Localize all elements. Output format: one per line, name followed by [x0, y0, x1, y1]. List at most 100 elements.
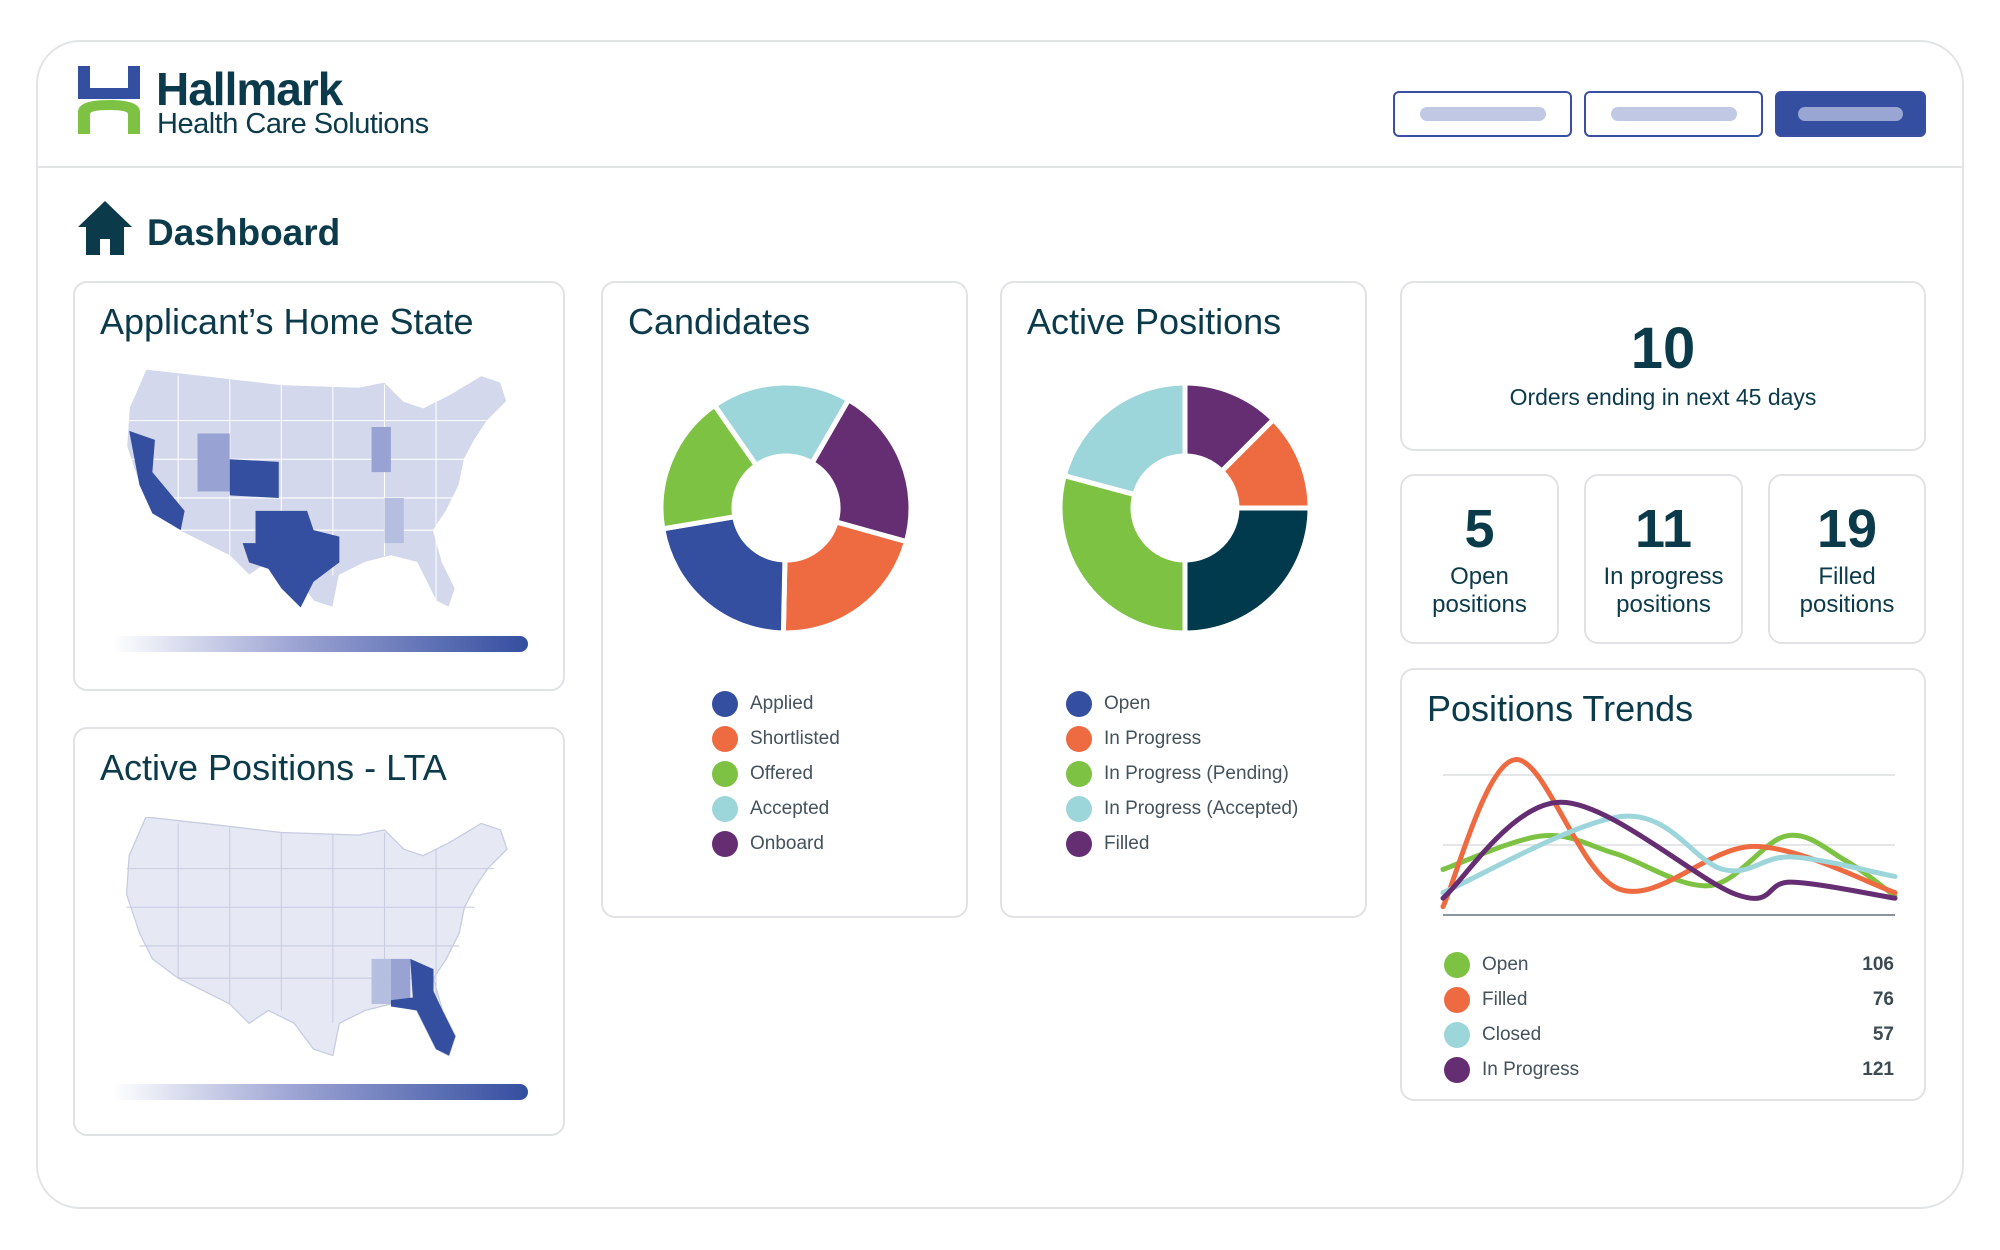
us-map-lta[interactable] — [125, 817, 515, 1062]
legend-item-applied: Applied — [712, 686, 840, 721]
home-state-card: Applicant’s Home State — [73, 281, 565, 691]
legend-label: In Progress — [1482, 1058, 1580, 1080]
legend-dot — [1444, 1021, 1470, 1048]
legend-item-in-progress: In Progress — [1066, 721, 1298, 756]
filled-positions-card[interactable]: 19 Filled positions — [1768, 474, 1926, 644]
legend-label: In Progress (Pending) — [1104, 762, 1289, 784]
donut-slice-onboard[interactable] — [808, 396, 914, 545]
positions-trends-card: Positions Trends Open 106 Filled 76 Closed… — [1400, 668, 1926, 1101]
legend-label: Open — [1482, 953, 1529, 975]
legend-dot — [712, 760, 738, 787]
legend-item-in-progress-accepted: In Progress (Accepted) — [1066, 791, 1298, 826]
candidates-card: Candidates Applied Shortlisted Offered A… — [601, 281, 968, 918]
legend-item-filled: Filled — [1066, 826, 1298, 861]
donut-slice-offered[interactable] — [658, 401, 760, 532]
legend-item-in-progress-pending: In Progress (Pending) — [1066, 756, 1298, 791]
donut-slice-in-progress-pending[interactable] — [1057, 472, 1188, 636]
active-positions-donut-chart — [1057, 380, 1313, 636]
legend-dot — [1444, 951, 1470, 978]
candidates-donut-chart — [658, 380, 914, 636]
legend-item-in-progress: In Progress 121 — [1444, 1052, 1894, 1087]
orders-ending-card[interactable]: 10 Orders ending in next 45 days — [1400, 281, 1926, 451]
legend-item-accepted: Accepted — [712, 791, 840, 826]
legend-value: 57 — [1872, 1023, 1894, 1045]
positions-trends-line-chart — [1440, 757, 1898, 916]
trend-line-closed — [1440, 813, 1898, 896]
legend-dot — [712, 690, 738, 717]
filled-label-1: Filled — [1818, 563, 1876, 590]
legend-dot — [1444, 986, 1470, 1013]
legend-value: 76 — [1872, 988, 1894, 1010]
legend-item-closed: Closed 57 — [1444, 1017, 1894, 1052]
open-label-2: positions — [1432, 591, 1527, 618]
legend-item-open: Open 106 — [1444, 947, 1894, 982]
active-positions-legend: Open In Progress In Progress (Pending) I… — [1066, 686, 1298, 861]
legend-value: 121 — [1862, 1058, 1894, 1080]
legend-dot — [1444, 1056, 1470, 1083]
legend-label: Filled — [1104, 832, 1150, 854]
header-button-2[interactable] — [1584, 91, 1763, 137]
donut-slice-accepted[interactable] — [711, 380, 852, 469]
state-texas — [242, 510, 340, 608]
card-title: Active Positions — [1027, 301, 1282, 342]
trend-line-in-progress — [1440, 799, 1898, 901]
trends-legend: Open 106 Filled 76 Closed 57 In Progress 121 — [1444, 947, 1894, 1087]
in-progress-label-2: positions — [1616, 591, 1711, 618]
in-progress-positions-card[interactable]: 11 In progress positions — [1584, 474, 1743, 644]
legend-dot — [1066, 760, 1092, 787]
legend-value: 106 — [1862, 953, 1894, 975]
donut-slice-open[interactable] — [1182, 505, 1313, 636]
legend-dot — [1066, 725, 1092, 752]
open-count: 5 — [1464, 499, 1495, 559]
header-divider — [36, 166, 1964, 168]
active-positions-card: Active Positions Open In Progress In Pro… — [1000, 281, 1367, 918]
legend-label: In Progress — [1104, 727, 1202, 749]
hallmark-logo-icon — [78, 66, 140, 134]
legend-item-shortlisted: Shortlisted — [712, 721, 840, 756]
legend-label: Offered — [750, 762, 814, 784]
in-progress-label-1: In progress — [1603, 563, 1724, 590]
legend-label: Shortlisted — [750, 727, 840, 749]
state-california — [129, 430, 185, 531]
legend-dot — [712, 830, 738, 857]
legend-label: Accepted — [750, 797, 830, 819]
card-title: Applicant’s Home State — [100, 301, 474, 342]
card-title: Candidates — [628, 301, 811, 342]
button-placeholder — [1419, 107, 1546, 121]
legend-label: In Progress (Accepted) — [1104, 797, 1299, 819]
filled-count: 19 — [1816, 499, 1878, 559]
legend-dot — [1066, 795, 1092, 822]
lta-card: Active Positions - LTA — [73, 727, 565, 1136]
legend-dot — [1066, 830, 1092, 857]
legend-item-filled: Filled 76 — [1444, 982, 1894, 1017]
orders-label: Orders ending in next 45 days — [1509, 384, 1817, 410]
legend-item-open: Open — [1066, 686, 1298, 721]
page-title: Dashboard — [147, 212, 341, 253]
open-positions-card[interactable]: 5 Open positions — [1400, 474, 1559, 644]
legend-gradient-bar — [112, 1084, 528, 1100]
legend-label: Filled — [1482, 988, 1528, 1010]
header-button-primary[interactable] — [1775, 91, 1926, 137]
state-colorado — [229, 459, 279, 498]
state-florida — [390, 958, 456, 1056]
trend-line-open — [1440, 832, 1898, 899]
in-progress-count: 11 — [1634, 499, 1693, 559]
donut-slice-applied[interactable] — [659, 513, 788, 636]
donut-slice-in-progress-accepted[interactable] — [1061, 380, 1188, 498]
legend-label: Closed — [1482, 1023, 1542, 1045]
legend-dot — [712, 725, 738, 752]
legend-item-onboard: Onboard — [712, 826, 840, 861]
donut-slice-shortlisted[interactable] — [780, 518, 910, 636]
legend-label: Applied — [750, 692, 814, 714]
button-placeholder — [1610, 107, 1737, 121]
card-title: Active Positions - LTA — [100, 747, 447, 788]
candidates-legend: Applied Shortlisted Offered Accepted Onb… — [712, 686, 840, 861]
open-label-1: Open — [1450, 563, 1509, 590]
card-title: Positions Trends — [1427, 688, 1694, 729]
filled-label-2: positions — [1799, 591, 1895, 618]
brand-subtitle: Health Care Solutions — [157, 108, 429, 140]
header-button-1[interactable] — [1393, 91, 1572, 137]
brand-name: Hallmark — [156, 63, 343, 115]
us-map-home-state[interactable] — [125, 369, 515, 614]
legend-dot — [712, 795, 738, 822]
